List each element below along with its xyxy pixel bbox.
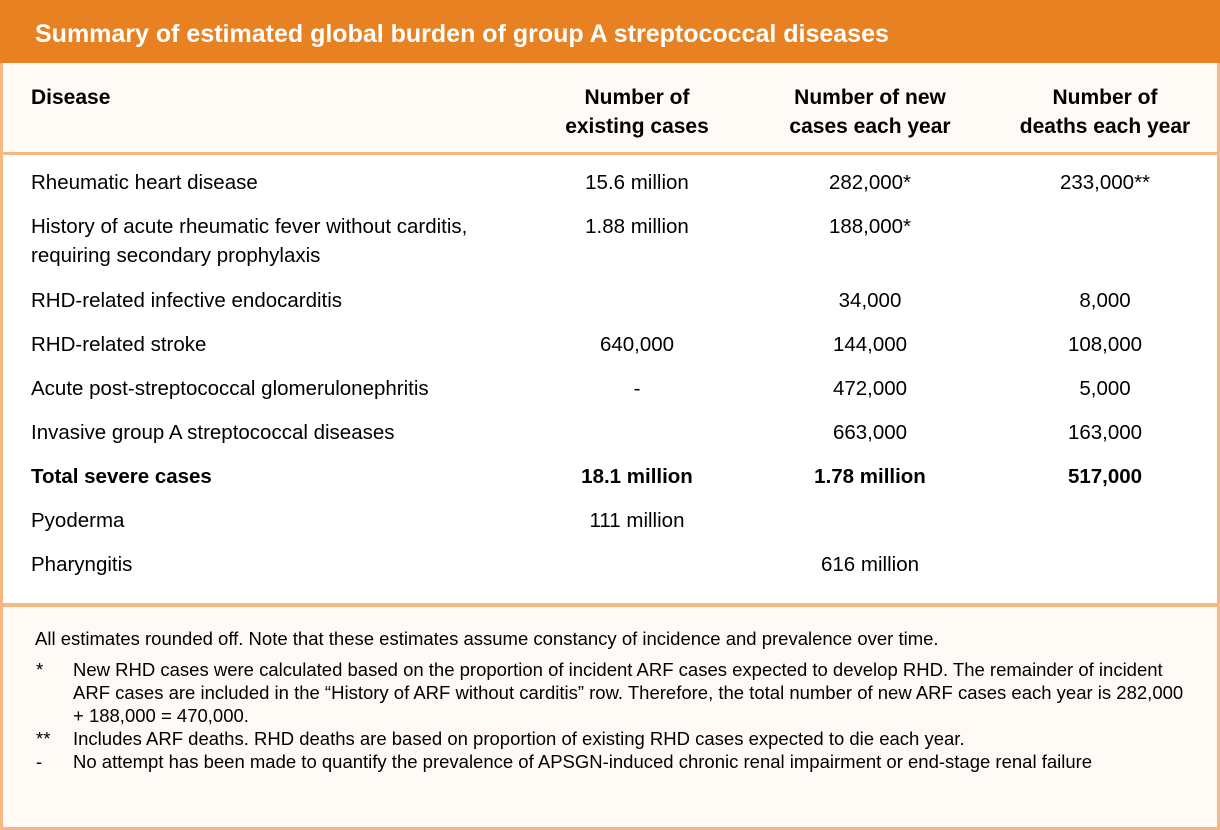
cell-existing: 111 million bbox=[589, 509, 685, 532]
header-line: cases each year bbox=[789, 115, 951, 138]
cell-new: 472,000 bbox=[832, 377, 908, 400]
footnotes: All estimates rounded off. Note that the… bbox=[3, 603, 1217, 827]
cell-disease: RHD-related stroke bbox=[31, 333, 207, 356]
header-line: Number of bbox=[584, 86, 690, 109]
table-title: Summary of estimated global burden of gr… bbox=[0, 0, 1220, 63]
cell-deaths: 163,000 bbox=[1067, 421, 1143, 444]
cell-new: 34,000 bbox=[838, 289, 902, 312]
column-header-new: Number of new cases each year bbox=[760, 83, 980, 141]
cell-disease: Invasive group A streptococcal diseases bbox=[31, 421, 395, 444]
cell-existing: 1.88 million bbox=[585, 215, 689, 238]
footnote-mark: - bbox=[36, 751, 43, 772]
cell-new: 663,000 bbox=[832, 421, 908, 444]
header-line: Number of bbox=[1052, 86, 1158, 109]
cell-disease: Pharyngitis bbox=[31, 553, 133, 576]
cell-deaths: 108,000 bbox=[1067, 333, 1143, 356]
cell-existing: 15.6 million bbox=[585, 171, 689, 194]
cell-existing: 640,000 bbox=[599, 333, 675, 356]
cell-deaths: 5,000 bbox=[1079, 377, 1131, 400]
cell-existing: 18.1 million bbox=[581, 465, 693, 488]
cell-disease: Rheumatic heart disease bbox=[31, 171, 258, 194]
cell-disease: Pyoderma bbox=[31, 509, 125, 532]
cell-new: 1.78 million bbox=[814, 465, 926, 488]
column-header-existing: Number of existing cases bbox=[537, 83, 737, 141]
column-header-row: Disease Number of existing cases Number o… bbox=[3, 63, 1217, 155]
footnote-mark: ** bbox=[36, 728, 51, 749]
cell-disease: History of acute rheumatic fever without… bbox=[31, 215, 468, 267]
cell-disease: RHD-related infective endocarditis bbox=[31, 289, 343, 312]
cell-new: 144,000 bbox=[832, 333, 908, 356]
cell-new: 188,000* bbox=[828, 215, 912, 238]
footnote-text: No attempt has been made to quantify the… bbox=[73, 751, 1093, 772]
cell-deaths: 233,000** bbox=[1059, 171, 1151, 194]
header-line: existing cases bbox=[565, 115, 709, 138]
cell-new: 616 million bbox=[821, 553, 919, 576]
cell-existing: - bbox=[633, 377, 641, 400]
footnote-text: Includes ARF deaths. RHD deaths are base… bbox=[73, 728, 965, 749]
footnote-mark: * bbox=[36, 659, 44, 680]
header-line: Number of new bbox=[794, 86, 946, 109]
cell-deaths: 517,000 bbox=[1067, 465, 1143, 488]
cell-new: 282,000* bbox=[828, 171, 912, 194]
cell-disease: Total severe cases bbox=[31, 465, 212, 488]
footnote-intro: All estimates rounded off. Note that the… bbox=[35, 628, 939, 649]
cell-deaths: 8,000 bbox=[1079, 289, 1131, 312]
cell-disease: Acute post-streptococcal glomerulonephri… bbox=[31, 377, 429, 400]
column-header-deaths: Number of deaths each year bbox=[995, 83, 1215, 141]
header-line: Disease bbox=[31, 86, 111, 109]
header-line: deaths each year bbox=[1019, 115, 1191, 138]
footnote-text: New RHD cases were calculated based on t… bbox=[73, 659, 1184, 726]
column-header-disease: Disease bbox=[31, 83, 110, 112]
